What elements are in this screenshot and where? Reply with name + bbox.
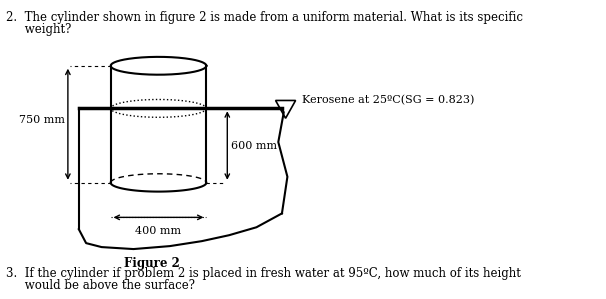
Text: would be above the surface?: would be above the surface? [6, 279, 195, 292]
Text: Kerosene at 25ºC(SG = 0.823): Kerosene at 25ºC(SG = 0.823) [302, 95, 474, 106]
Text: 3.  If the cylinder if problem 2 is placed in fresh water at 95ºC, how much of i: 3. If the cylinder if problem 2 is place… [6, 267, 521, 280]
Text: 600 mm: 600 mm [231, 141, 277, 150]
Text: weight?: weight? [6, 23, 72, 36]
Polygon shape [276, 100, 296, 118]
Text: 2.  The cylinder shown in figure 2 is made from a uniform material. What is its : 2. The cylinder shown in figure 2 is mad… [6, 11, 523, 24]
Text: 400 mm: 400 mm [136, 226, 182, 236]
Text: Figure 2: Figure 2 [124, 257, 179, 270]
Text: 750 mm: 750 mm [19, 115, 65, 125]
